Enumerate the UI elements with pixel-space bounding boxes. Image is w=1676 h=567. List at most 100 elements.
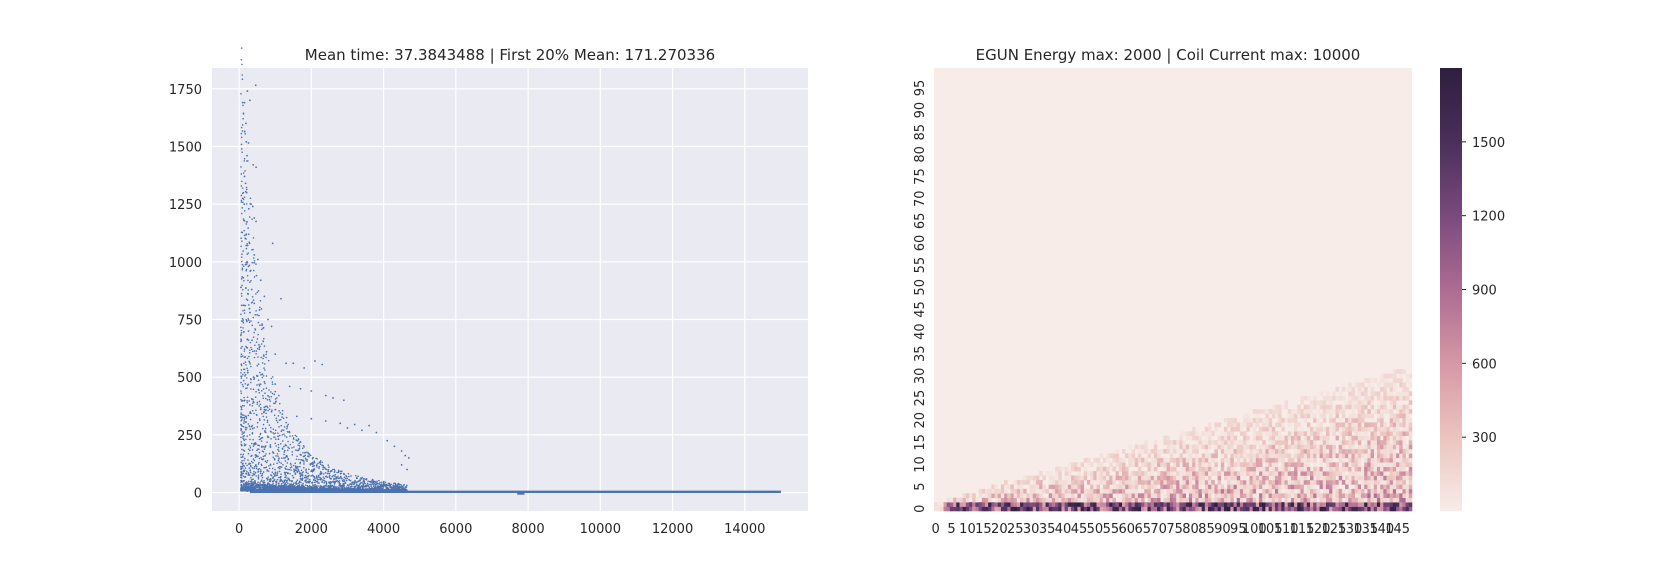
scatter-point <box>240 199 243 202</box>
heatmap-cell <box>1179 453 1183 459</box>
heatmap-cell <box>1080 497 1085 503</box>
heatmap-cell <box>1252 440 1257 445</box>
scatter-point <box>263 466 265 469</box>
scatter-point <box>370 481 373 483</box>
heatmap-cell <box>1233 417 1238 423</box>
scatter-point <box>252 316 255 319</box>
heatmap-cell <box>1118 497 1123 503</box>
scatter-point <box>307 451 309 454</box>
scatter-point <box>247 207 250 210</box>
heatmap-cell <box>953 506 957 512</box>
scatter-point <box>243 469 246 472</box>
scatter-point <box>245 268 248 271</box>
scatter-point <box>248 484 250 487</box>
scatter-point <box>240 148 243 150</box>
scatter-point <box>300 484 303 486</box>
scatter-point <box>243 439 246 442</box>
scatter-point <box>242 327 244 329</box>
heatmap-cell <box>988 493 992 499</box>
scatter-point <box>241 187 244 189</box>
scatter-point <box>277 438 280 440</box>
scatter-point <box>240 47 243 49</box>
scatter-point <box>278 467 281 470</box>
heatmap-cell <box>1157 448 1161 454</box>
heatmap-cell <box>1198 479 1202 485</box>
heatmap-cell <box>1233 453 1238 459</box>
scatter-point <box>251 324 254 327</box>
heatmap-cell <box>1137 448 1142 454</box>
scatter-point <box>294 462 296 465</box>
scatter-point <box>250 288 253 291</box>
heatmap-cell <box>1106 493 1110 499</box>
scatter-point <box>260 463 263 466</box>
heatmap-cell <box>1246 417 1250 423</box>
heatmap-cell <box>1185 444 1190 450</box>
scatter-point <box>277 476 280 479</box>
scatter-point <box>240 295 243 297</box>
heatmap-cell <box>1182 448 1187 454</box>
heatmap-cell <box>1204 453 1209 459</box>
scatter-point <box>255 455 258 458</box>
heatmap-cell <box>1118 457 1123 463</box>
scatter-point <box>284 449 286 452</box>
scatter-point <box>246 243 248 245</box>
scatter-point <box>271 477 274 479</box>
heatmap-cell <box>1239 502 1244 507</box>
heatmap-cell <box>1067 493 1072 499</box>
scatter-point <box>302 482 304 485</box>
heatmap-cell <box>984 502 989 507</box>
y-tick-label: 1000 <box>169 256 202 271</box>
scatter-point <box>373 485 375 488</box>
heatmap-cell <box>1042 484 1046 490</box>
scatter-point <box>267 359 270 362</box>
heatmap-cell <box>1035 484 1040 490</box>
heatmap-cell <box>1192 435 1196 441</box>
scatter-point <box>328 476 330 478</box>
scatter-point <box>268 408 271 411</box>
heatmap-cell <box>1115 484 1120 490</box>
scatter-point <box>283 453 285 456</box>
heatmap-cell <box>1051 493 1056 499</box>
heatmap-cell <box>1086 457 1091 463</box>
scatter-point <box>267 436 270 439</box>
scatter-point <box>319 473 321 475</box>
scatter-point <box>295 469 297 471</box>
heatmap-cell <box>1236 440 1241 445</box>
heatmap-cell <box>1020 497 1024 503</box>
heatmap-cell <box>946 502 951 507</box>
heatmap-cell <box>1160 488 1164 494</box>
heatmap-cell <box>1259 502 1263 507</box>
heatmap-cell <box>1185 453 1190 459</box>
heatmap-cell <box>1137 497 1142 503</box>
scatter-point <box>356 484 359 487</box>
scatter-point <box>247 330 250 332</box>
scatter-point <box>279 442 282 445</box>
scatter-point <box>261 474 263 477</box>
scatter-point <box>276 478 279 481</box>
scatter-point <box>295 449 297 451</box>
scatter-point <box>290 469 292 471</box>
heatmap-cell <box>1131 475 1136 481</box>
scatter-point <box>305 468 307 470</box>
scatter-point <box>241 431 244 433</box>
scatter-point <box>244 483 246 486</box>
heatmap-cell <box>1160 475 1164 481</box>
scatter-point <box>253 465 256 468</box>
heatmap-cell <box>1077 471 1081 476</box>
heatmap-cell <box>972 502 976 507</box>
heatmap-cell <box>1223 475 1228 481</box>
scatter-point <box>241 253 243 256</box>
heatmap-cell <box>1112 497 1116 503</box>
heatmap-cell <box>1230 457 1234 463</box>
heatmap-cell <box>1074 488 1078 494</box>
scatter-point <box>245 438 247 441</box>
heatmap-cell <box>1173 471 1177 476</box>
scatter-point <box>257 356 259 358</box>
scatter-point <box>385 487 387 489</box>
scatter-point <box>300 479 302 481</box>
heatmap-cell <box>1141 448 1145 454</box>
heatmap-cell <box>1252 417 1257 423</box>
heatmap-cell <box>1115 448 1120 454</box>
heatmap-cell <box>1255 475 1260 481</box>
